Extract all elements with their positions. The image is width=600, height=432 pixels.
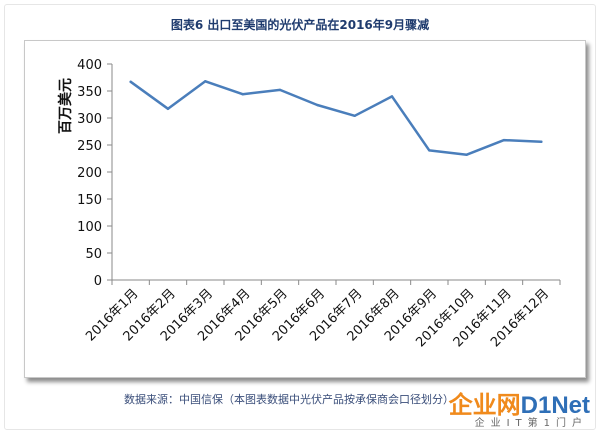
data-point xyxy=(316,103,319,107)
watermark-logo: 企业网D1Net 企业IT第1门户 xyxy=(440,385,590,429)
chart-title: 图表6 出口至美国的光伏产品在2016年9月骤减 xyxy=(170,18,430,32)
chart-axes xyxy=(111,64,560,281)
y-tick-label: 300 xyxy=(77,112,102,127)
y-axis-label: 百万美元 xyxy=(57,78,74,134)
data-source-note: 数据来源：中国信保（本图表数据中光伏产品按承保商会口径划分） xyxy=(124,393,454,406)
data-point xyxy=(465,153,468,156)
data-point xyxy=(166,107,170,111)
data-point xyxy=(540,140,543,143)
y-tick-label: 350 xyxy=(77,85,102,100)
y-tick-label: 250 xyxy=(77,139,102,154)
watermark-brand: 企业网D1Net xyxy=(448,392,590,419)
y-tick-label: 150 xyxy=(77,193,102,208)
y-tick-label: 400 xyxy=(77,58,102,73)
data-point xyxy=(129,80,132,84)
data-point xyxy=(278,88,282,92)
data-series xyxy=(129,80,543,156)
data-point xyxy=(204,80,207,83)
data-point xyxy=(353,114,356,118)
series-line xyxy=(129,80,543,156)
x-axis-ticks: 2016年1月2016年2月2016年3月2016年4月2016年5月2016年… xyxy=(83,280,561,350)
data-point xyxy=(390,95,394,98)
y-tick-label: 200 xyxy=(77,166,102,181)
y-tick-label: 0 xyxy=(94,274,102,289)
data-point xyxy=(241,93,244,96)
data-point xyxy=(502,138,506,142)
data-point xyxy=(428,149,431,152)
y-tick-label: 100 xyxy=(77,220,102,235)
y-tick-label: 50 xyxy=(85,247,102,262)
y-axis-ticks: 0 50 100 150 200 250 300 350 400 xyxy=(77,58,112,289)
watermark-slogan: 企业IT第1门户 xyxy=(474,418,588,429)
chart-panel xyxy=(24,40,586,378)
